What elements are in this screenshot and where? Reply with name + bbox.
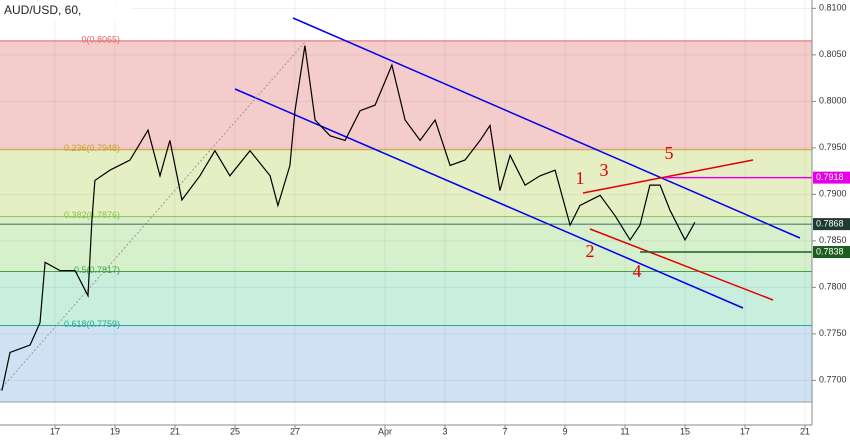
y-tick-label: 0.8100	[819, 3, 847, 13]
x-tick-label: 17	[740, 426, 750, 436]
x-tick-label: 9	[562, 426, 567, 436]
x-tick-label: 11	[620, 426, 629, 436]
x-tick-label: 21	[800, 426, 810, 436]
fib-label: 0(0.8065)	[81, 34, 120, 44]
fib-label: 0.236(0.7948)	[64, 143, 120, 153]
price-marker-label: 0.7918	[816, 172, 844, 182]
fib-label: 0.5(0.7817)	[74, 265, 120, 275]
price-marker	[813, 218, 850, 231]
chart-title: AUD/USD, 60,	[4, 3, 81, 17]
y-tick-label: 0.7700	[819, 375, 847, 385]
fib-bands	[0, 40, 812, 403]
title-bg	[0, 2, 132, 20]
y-tick-label: 0.7900	[819, 189, 847, 199]
x-tick-label: Apr	[378, 426, 392, 436]
fib-trend-line	[0, 41, 306, 391]
x-tick-label: 15	[680, 426, 690, 436]
x-tick-label: 27	[290, 426, 300, 436]
x-tick-label: 19	[110, 426, 120, 436]
wedge-lower	[589, 228, 774, 301]
x-tick-label: 21	[170, 426, 180, 436]
price-marker-label: 0.7838	[816, 246, 844, 256]
wedge-upper	[582, 159, 754, 194]
y-tick-label: 0.8000	[819, 96, 847, 106]
x-tick-label: 17	[50, 426, 60, 436]
y-tick-label: 0.8050	[819, 49, 847, 59]
x-tick-label: 25	[230, 426, 240, 436]
y-tick-label: 0.7950	[819, 142, 847, 152]
fib-band	[0, 40, 812, 150]
wave-label: 5	[665, 143, 674, 163]
price-marker	[813, 246, 850, 259]
x-tick-label: 7	[502, 426, 507, 436]
price-marker	[813, 171, 850, 184]
fib-band	[0, 325, 812, 402]
wave-label: 2	[586, 241, 595, 261]
price-marker-label: 0.7868	[816, 218, 844, 228]
fib-band	[0, 271, 812, 326]
y-tick-label: 0.7850	[819, 235, 847, 245]
wave-label: 4	[633, 261, 642, 281]
y-tick-label: 0.7750	[819, 328, 847, 338]
wave-label: 1	[576, 168, 585, 188]
grid	[0, 0, 812, 425]
x-tick-label: 3	[442, 426, 447, 436]
y-tick-label: 0.7800	[819, 282, 847, 292]
plot: 0(0.8065)0.236(0.7948)0.382(0.7876)0.5(0…	[0, 34, 812, 391]
axes: 0.7700 0.7750 0.7800 0.7850 0.7900 0.7950 0.80…	[50, 3, 850, 436]
fib-label: 0.618(0.7759)	[64, 319, 120, 329]
y-axis-bg	[812, 0, 850, 425]
channel-upper	[292, 17, 801, 239]
fib-band	[0, 149, 812, 217]
price-line-series	[1, 45, 696, 391]
fib-band	[0, 216, 812, 272]
wave-label: 3	[600, 160, 609, 180]
